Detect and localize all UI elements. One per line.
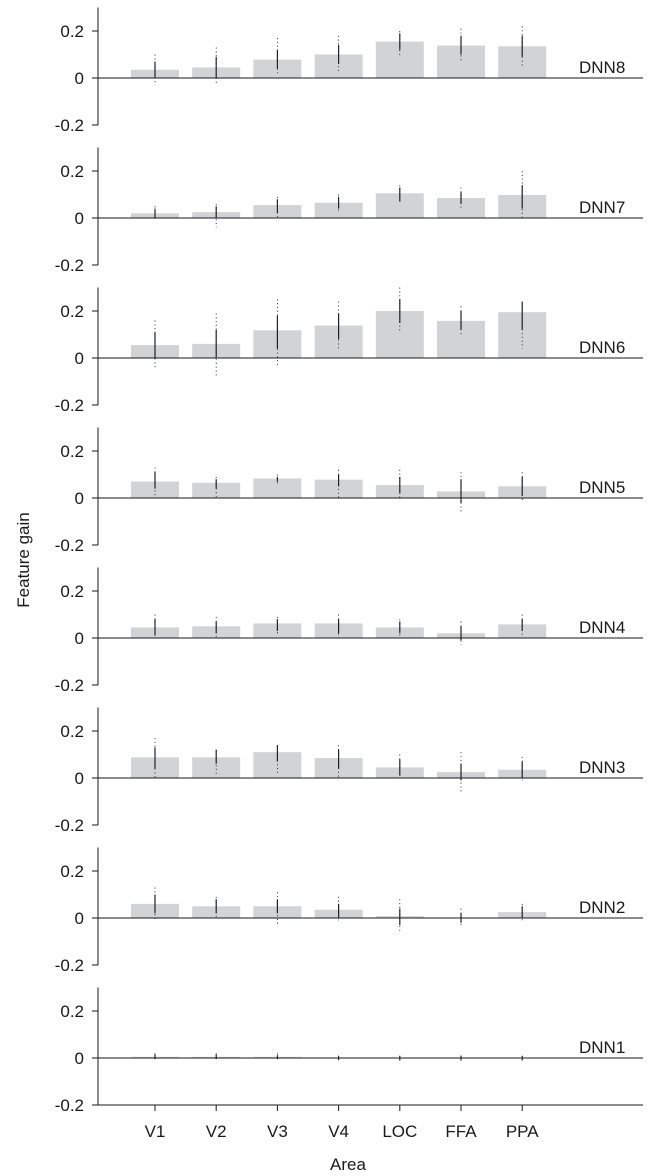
y-tick-label: -0.2 (55, 396, 84, 415)
bar-ffa (437, 198, 485, 218)
x-tick-label: V4 (328, 1122, 349, 1141)
panel-label: DNN8 (579, 58, 625, 77)
y-tick-label: 0 (75, 769, 84, 788)
y-tick-label: -0.2 (55, 676, 84, 695)
y-tick-label: 0.2 (60, 302, 84, 321)
y-tick-label: 0.2 (60, 22, 84, 41)
panel-dnn8: 0.2 0 -0.2 DNN8 (55, 7, 643, 135)
panel-dnn3: 0.2 0 -0.2 DNN3 (55, 707, 643, 835)
x-tick-label: V2 (206, 1122, 227, 1141)
panel-label: DNN6 (579, 338, 625, 357)
y-tick-label: -0.2 (55, 116, 84, 135)
y-tick-label: 0.2 (60, 1002, 84, 1021)
panel-dnn5: 0.2 0 -0.2 DNN5 (55, 427, 643, 555)
y-tick-label: 0 (75, 1049, 84, 1068)
y-tick-label: -0.2 (55, 256, 84, 275)
panel-label: DNN1 (579, 1038, 625, 1057)
y-tick-label: 0.2 (60, 162, 84, 181)
panel-label: DNN3 (579, 758, 625, 777)
bar-ppa (498, 624, 547, 638)
bar-v2 (192, 482, 241, 498)
y-tick-label: 0 (75, 629, 84, 648)
x-tick-label: FFA (445, 1122, 477, 1141)
panel-dnn2: 0.2 0 -0.2 DNN2 (55, 847, 643, 975)
x-tick-label: LOC (382, 1122, 417, 1141)
panel-dnn4: 0.2 0 -0.2 DNN4 (55, 567, 643, 695)
y-tick-label: 0.2 (60, 862, 84, 881)
x-tick-label: PPA (506, 1122, 539, 1141)
y-tick-label: 0 (75, 489, 84, 508)
chart-panels: 0.20-0.2DNN80.20-0.2DNN70.20-0.2DNN60.20… (55, 7, 643, 1115)
y-tick-label: 0 (75, 909, 84, 928)
y-tick-label: -0.2 (55, 536, 84, 555)
panel-dnn7: 0.2 0 -0.2 DNN7 (55, 147, 643, 275)
y-tick-label: 0.2 (60, 442, 84, 461)
y-tick-label: 0.2 (60, 722, 84, 741)
x-tick-label: V3 (267, 1122, 288, 1141)
y-axis-title: Feature gain (14, 512, 33, 607)
y-tick-label: -0.2 (55, 816, 84, 835)
x-axis-title: Area (330, 1155, 366, 1174)
y-tick-label: 0 (75, 209, 84, 228)
panel-label: DNN7 (579, 198, 625, 217)
y-tick-label: -0.2 (55, 956, 84, 975)
y-tick-label: 0 (75, 69, 84, 88)
y-tick-label: 0.2 (60, 582, 84, 601)
bar-v2 (192, 757, 241, 778)
bar-v3 (253, 478, 302, 498)
panel-label: DNN4 (579, 618, 625, 637)
x-tick-label: V1 (145, 1122, 166, 1141)
panel-label: DNN2 (579, 898, 625, 917)
panel-dnn6: 0.2 0 -0.2 DNN6 (55, 287, 643, 415)
bar-v1 (131, 481, 179, 498)
panel-dnn1: 0.2 0 -0.2 DNN1 (55, 987, 643, 1115)
y-tick-label: -0.2 (55, 1096, 84, 1115)
y-tick-label: 0 (75, 349, 84, 368)
x-tick-labels: V1 V2 V3 V4 LOC FFA PPA (145, 1105, 539, 1141)
panel-label: DNN5 (579, 478, 625, 497)
